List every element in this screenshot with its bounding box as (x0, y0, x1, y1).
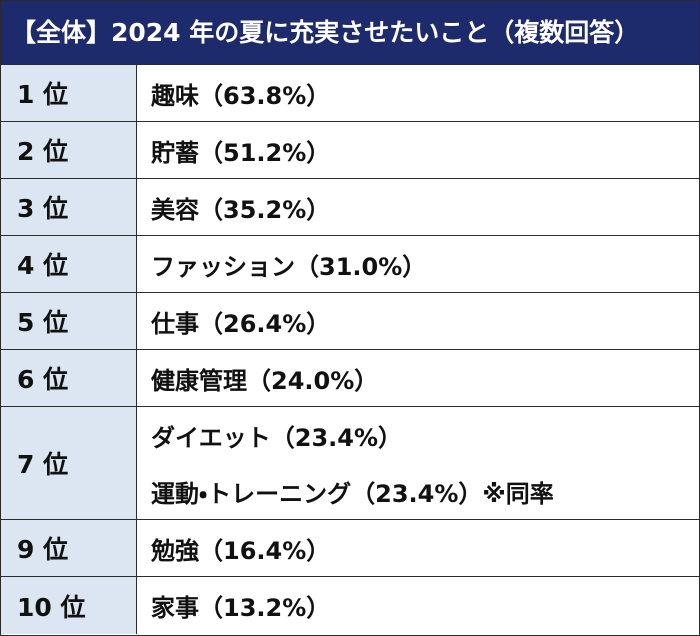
item-cell: 家事（13.2%） (137, 577, 699, 634)
table-body: 1 位趣味（63.8%） 2 位貯蓄（51.2%） 3 位美容（35.2%） 4 位フ… (1, 65, 699, 634)
item-text: 趣味（63.8%） (151, 81, 331, 110)
rank-cell: 4 位 (1, 236, 137, 292)
rank-cell: 1 位 (1, 65, 137, 121)
item-cell: ダイエット（23.4%） 運動・トレーニング（23.4%）※同率 (137, 407, 699, 519)
table-row: 10 位家事（13.2%） (1, 577, 699, 634)
rank-cell: 5 位 (1, 293, 137, 349)
item-text: 運動・トレーニング（23.4%）※同率 (151, 479, 554, 508)
table-row: 3 位美容（35.2%） (1, 179, 699, 236)
rank-cell: 3 位 (1, 179, 137, 235)
rank-cell: 7 位 (1, 407, 137, 519)
item-text: ファッション（31.0%） (151, 252, 427, 281)
table-row: 6 位健康管理（24.0%） (1, 350, 699, 407)
rank-cell: 9 位 (1, 520, 137, 576)
item-cell: 仕事（26.4%） (137, 293, 699, 349)
rank-cell: 10 位 (1, 577, 137, 634)
item-text: 健康管理（24.0%） (151, 366, 379, 395)
table-row: 2 位貯蓄（51.2%） (1, 122, 699, 179)
table-row: 9 位勉強（16.4%） (1, 520, 699, 577)
table-row: 7 位ダイエット（23.4%） 運動・トレーニング（23.4%）※同率 (1, 407, 699, 520)
item-cell: 貯蓄（51.2%） (137, 122, 699, 178)
item-text: 勉強（16.4%） (151, 536, 331, 565)
item-cell: ファッション（31.0%） (137, 236, 699, 292)
rank-cell: 2 位 (1, 122, 137, 178)
item-text: 貯蓄（51.2%） (151, 138, 331, 167)
item-text: 仕事（26.4%） (151, 309, 331, 338)
item-text: ダイエット（23.4%） (151, 423, 403, 452)
item-text: 美容（35.2%） (151, 195, 331, 224)
rank-cell: 6 位 (1, 350, 137, 406)
item-cell: 趣味（63.8%） (137, 65, 699, 121)
table-row: 1 位趣味（63.8%） (1, 65, 699, 122)
item-cell: 健康管理（24.0%） (137, 350, 699, 406)
item-cell: 美容（35.2%） (137, 179, 699, 235)
table-row: 5 位仕事（26.4%） (1, 293, 699, 350)
item-cell: 勉強（16.4%） (137, 520, 699, 576)
table-row: 4 位ファッション（31.0%） (1, 236, 699, 293)
item-text: 家事（13.2%） (151, 594, 331, 622)
table-title: 【全体】2024 年の夏に充実させたいこと（複数回答） (1, 1, 699, 65)
